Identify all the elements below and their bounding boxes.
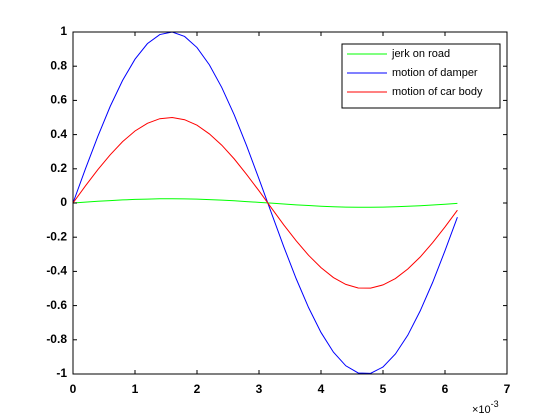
y-tick-label: 1 <box>60 24 67 38</box>
series-line <box>72 198 458 208</box>
x-tick-label: 0 <box>70 382 77 396</box>
x-multiplier: ×10 <box>472 404 491 416</box>
y-tick-label: 0.2 <box>50 161 67 175</box>
x-exponent-label: ×10-3 <box>472 399 499 416</box>
x-tick-label: 2 <box>194 382 201 396</box>
legend-label: jerk on road <box>391 48 450 60</box>
series-line <box>72 31 458 374</box>
legend-label: motion of car body <box>392 86 483 98</box>
legend-box <box>341 43 501 109</box>
y-tick-label: 0.6 <box>50 93 67 107</box>
x-exponent: -3 <box>491 399 499 409</box>
x-tick-label: 3 <box>256 382 263 396</box>
series-line <box>72 116 458 289</box>
y-tick-label: -0.8 <box>46 332 67 346</box>
x-tick-label: 7 <box>504 382 511 396</box>
legend-label: motion of damper <box>392 67 478 79</box>
y-tick-label: 0.4 <box>50 127 67 141</box>
x-tick-label: 5 <box>380 382 387 396</box>
y-tick-label: -1 <box>56 366 67 380</box>
x-tick-label: 6 <box>442 382 449 396</box>
legend: jerk on road motion of damper motion of ca… <box>341 43 501 109</box>
y-tick-label: -0.6 <box>46 298 67 312</box>
x-tick-label: 1 <box>132 382 139 396</box>
y-tick-label: -0.2 <box>46 229 67 243</box>
x-tick-label: 4 <box>318 382 325 396</box>
y-tick-label: 0 <box>60 195 67 209</box>
y-tick-label: -0.4 <box>46 264 67 278</box>
y-tick-label: 0.8 <box>50 58 67 72</box>
